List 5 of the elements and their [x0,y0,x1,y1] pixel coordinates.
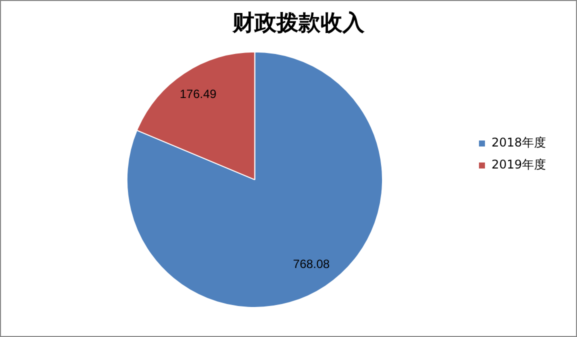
data-label: 768.08 [293,257,330,272]
legend-label: 2018年度 [491,136,546,150]
chart-title: 财政拨款收入 [232,10,366,36]
data-label: 176.49 [180,86,217,101]
legend-label: 2019年度 [491,158,546,172]
